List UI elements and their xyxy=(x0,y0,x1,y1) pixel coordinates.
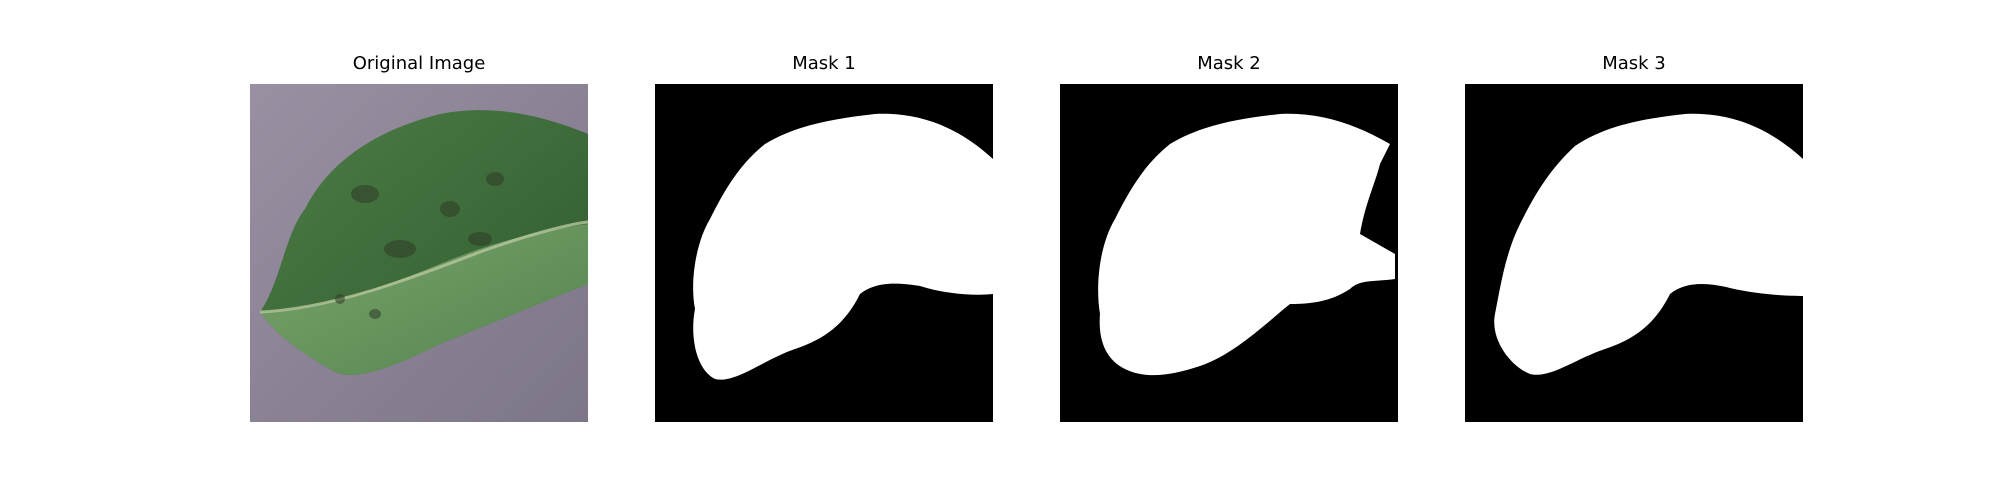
mask-3-image xyxy=(1465,84,1803,422)
mask-2-title: Mask 2 xyxy=(1197,53,1261,74)
mask-3-panel: Mask 3 xyxy=(1465,54,1803,422)
mask-1-panel: Mask 1 xyxy=(655,54,993,422)
leaf-photo xyxy=(250,84,588,422)
mask-2-panel: Mask 2 xyxy=(1060,54,1398,422)
mask-1-image xyxy=(655,84,993,422)
original-image-title: Original Image xyxy=(352,53,486,74)
mask-3-title: Mask 3 xyxy=(1602,53,1666,74)
mask-1-title: Mask 1 xyxy=(792,53,856,74)
mask-2-image xyxy=(1060,84,1398,422)
original-image-panel: Original Image xyxy=(250,54,588,422)
